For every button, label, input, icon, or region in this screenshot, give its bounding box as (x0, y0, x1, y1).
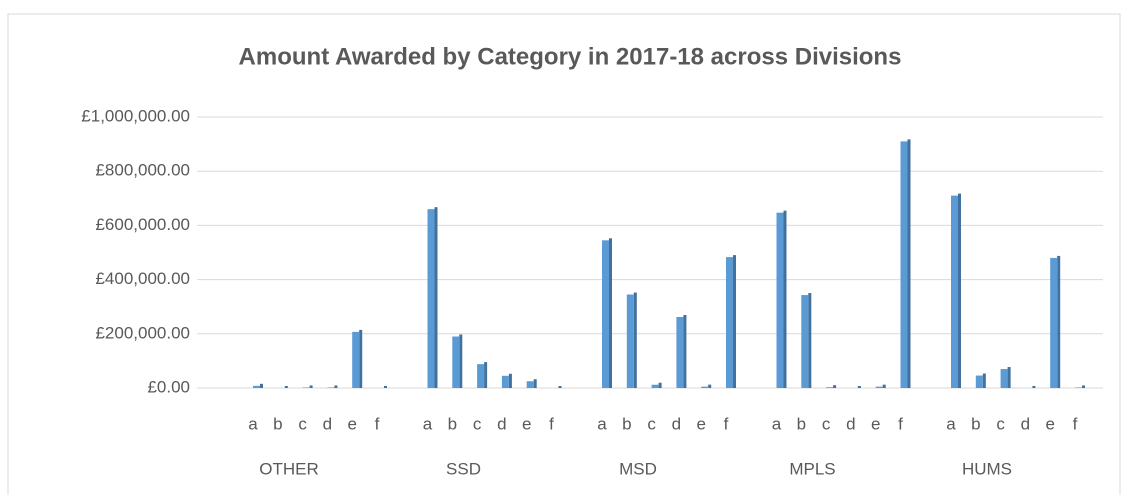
bar (327, 387, 335, 388)
bar (526, 381, 534, 388)
bar-side (459, 334, 463, 388)
bar-side (1082, 385, 1085, 388)
y-tick-label: £800,000.00 (95, 161, 190, 180)
bar (975, 375, 983, 388)
x-tick-label: c (822, 414, 831, 433)
bar-side (958, 193, 961, 388)
bar (726, 257, 733, 388)
x-tick-label: a (946, 414, 956, 433)
bar (776, 212, 784, 388)
bar-side (609, 238, 612, 388)
group-label: MPLS (789, 459, 835, 478)
bar-side (857, 386, 861, 388)
x-tick-label: b (622, 414, 631, 433)
x-tick-label: e (871, 414, 880, 433)
chart-frame (7, 13, 1121, 495)
bar (875, 386, 883, 388)
x-tick-label: f (898, 414, 903, 433)
bar-side (783, 210, 787, 388)
bar (651, 384, 659, 388)
bar-side (484, 362, 488, 388)
bar (501, 375, 509, 388)
x-tick-label: d (672, 414, 681, 433)
bar-side (434, 207, 438, 388)
bar (701, 386, 709, 388)
bar-side (658, 382, 662, 388)
bar-side (359, 329, 363, 388)
group-label: SSD (446, 459, 481, 478)
bar (302, 387, 310, 388)
y-tick-label: £400,000.00 (95, 269, 190, 288)
x-tick-label: f (724, 414, 729, 433)
group-label: HUMS (962, 459, 1012, 478)
x-tick-label: f (1073, 414, 1078, 433)
y-tick-label: £200,000.00 (95, 323, 190, 342)
bar (427, 209, 435, 388)
bar (253, 385, 260, 388)
bar-side (907, 139, 911, 388)
x-tick-label: e (696, 414, 705, 433)
x-tick-label: f (375, 414, 380, 433)
x-tick-label: b (448, 414, 457, 433)
bar-side (882, 384, 886, 388)
bar (1000, 369, 1008, 388)
bar (801, 295, 809, 388)
bar-side (1057, 255, 1061, 388)
bar-side (733, 255, 736, 388)
x-tick-label: e (1045, 414, 1054, 433)
x-tick-label: b (273, 414, 282, 433)
x-tick-label: a (597, 414, 607, 433)
x-tick-label: d (323, 414, 332, 433)
bar-side (384, 386, 387, 388)
x-tick-label: a (423, 414, 433, 433)
x-tick-label: e (522, 414, 531, 433)
bar-side (708, 384, 712, 388)
x-tick-label: d (846, 414, 855, 433)
bar-side (982, 373, 986, 388)
x-tick-label: a (772, 414, 782, 433)
x-tick-label: a (248, 414, 258, 433)
bar-side (334, 385, 338, 388)
bar-side (508, 373, 512, 388)
bar-side (808, 293, 812, 388)
bar-side (633, 292, 637, 388)
bar-side (284, 386, 288, 388)
group-label: OTHER (259, 459, 319, 478)
x-tick-label: d (497, 414, 506, 433)
bar-side (1032, 386, 1036, 388)
x-tick-label: b (797, 414, 806, 433)
bar-side (833, 385, 837, 388)
bar-side (683, 314, 687, 388)
x-tick-label: b (971, 414, 980, 433)
bar (826, 387, 834, 388)
bar-side (309, 385, 313, 388)
bar (951, 195, 958, 388)
bar (602, 240, 609, 388)
x-tick-label: f (549, 414, 554, 433)
bar (477, 364, 485, 388)
x-tick-label: c (298, 414, 307, 433)
y-tick-label: £600,000.00 (95, 215, 190, 234)
bar-side (533, 379, 537, 388)
bar-side (1007, 367, 1011, 388)
x-tick-label: e (347, 414, 356, 433)
chart-title: Amount Awarded by Category in 2017-18 ac… (239, 43, 902, 70)
y-tick-label: £0.00 (147, 377, 190, 396)
y-tick-label: £1,000,000.00 (81, 106, 190, 125)
x-tick-label: d (1021, 414, 1030, 433)
bar (626, 294, 634, 388)
bar-side (558, 386, 562, 388)
bar (900, 141, 908, 388)
x-tick-label: c (473, 414, 482, 433)
bar (1050, 257, 1058, 388)
x-tick-label: c (996, 414, 1005, 433)
bar-side (260, 383, 263, 388)
x-tick-label: c (647, 414, 656, 433)
bar (676, 316, 684, 388)
group-label: MSD (619, 459, 657, 478)
bar (352, 331, 360, 388)
bar (1075, 387, 1082, 388)
bar (452, 336, 460, 388)
